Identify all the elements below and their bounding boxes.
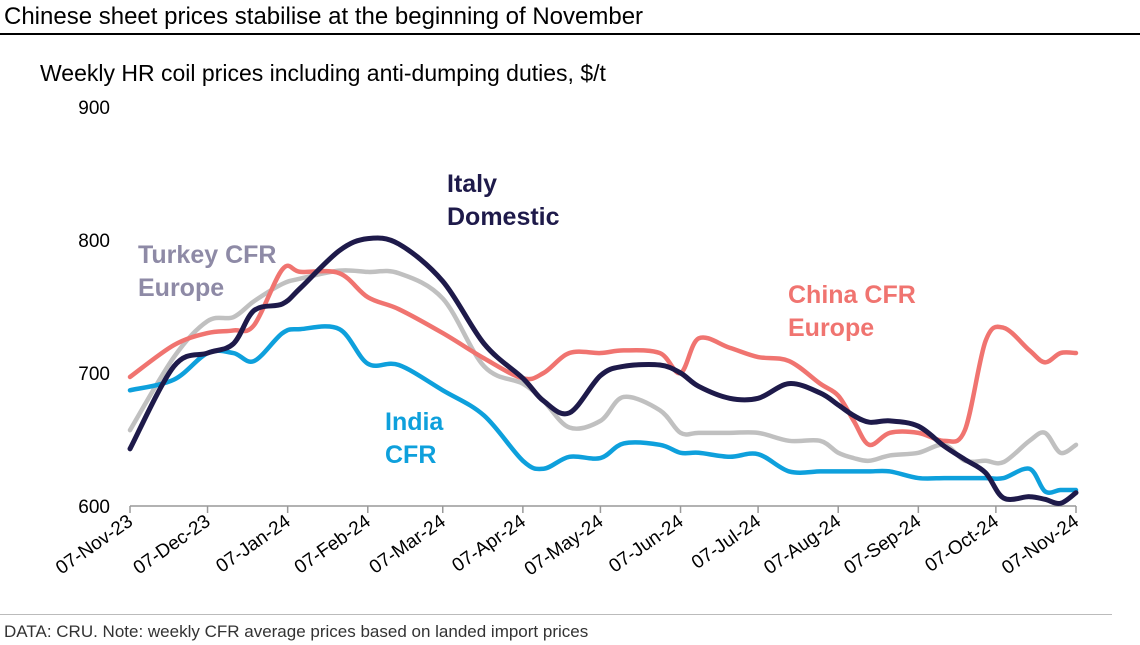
series-label: China CFR xyxy=(788,281,916,309)
series-line-turkey-cfr-europe xyxy=(127,268,1079,466)
x-tick-label: 07-Nov-23 xyxy=(52,511,137,579)
x-tick-label: 07-May-24 xyxy=(521,511,608,581)
x-tick-label: 07-Jan-24 xyxy=(212,511,294,578)
series-label: Europe xyxy=(138,274,224,302)
series-label: India xyxy=(385,408,444,436)
y-tick-label: 900 xyxy=(78,98,110,119)
x-tick-label: 07-Mar-24 xyxy=(366,511,450,579)
figure-title: Chinese sheet prices stabilise at the be… xyxy=(4,3,644,30)
source-note: DATA: CRU. Note: weekly CFR average pric… xyxy=(4,622,589,641)
series-label: Italy xyxy=(447,170,497,198)
series-label: Europe xyxy=(788,314,874,342)
series-line-italy-domestic xyxy=(127,235,1079,507)
x-tick-label: 07-Aug-24 xyxy=(760,511,845,579)
x-tick-label: 07-Jul-24 xyxy=(688,511,765,574)
footer-rule xyxy=(0,614,1112,615)
series-label: Turkey CFR xyxy=(138,241,276,269)
x-tick-label: 07-Sep-24 xyxy=(840,511,925,579)
x-tick-label: 07-Feb-24 xyxy=(291,511,375,579)
x-tick-label: 07-Jun-24 xyxy=(605,511,687,578)
x-tick-label: 07-Apr-24 xyxy=(448,511,530,577)
series-label: Domestic xyxy=(447,203,560,231)
y-tick-label: 700 xyxy=(78,364,110,385)
series-label: CFR xyxy=(385,441,436,469)
x-tick-label: 07-Dec-23 xyxy=(130,511,215,579)
series-line-india-cfr xyxy=(127,324,1079,495)
title-rule xyxy=(0,33,1140,35)
y-tick-label: 800 xyxy=(78,231,110,252)
y-tick-label: 600 xyxy=(78,497,110,518)
chart-title: Weekly HR coil prices including anti-dum… xyxy=(40,60,606,86)
x-tick-label: 07-Nov-24 xyxy=(998,511,1083,579)
x-tick-label: 07-Oct-24 xyxy=(921,511,1003,577)
